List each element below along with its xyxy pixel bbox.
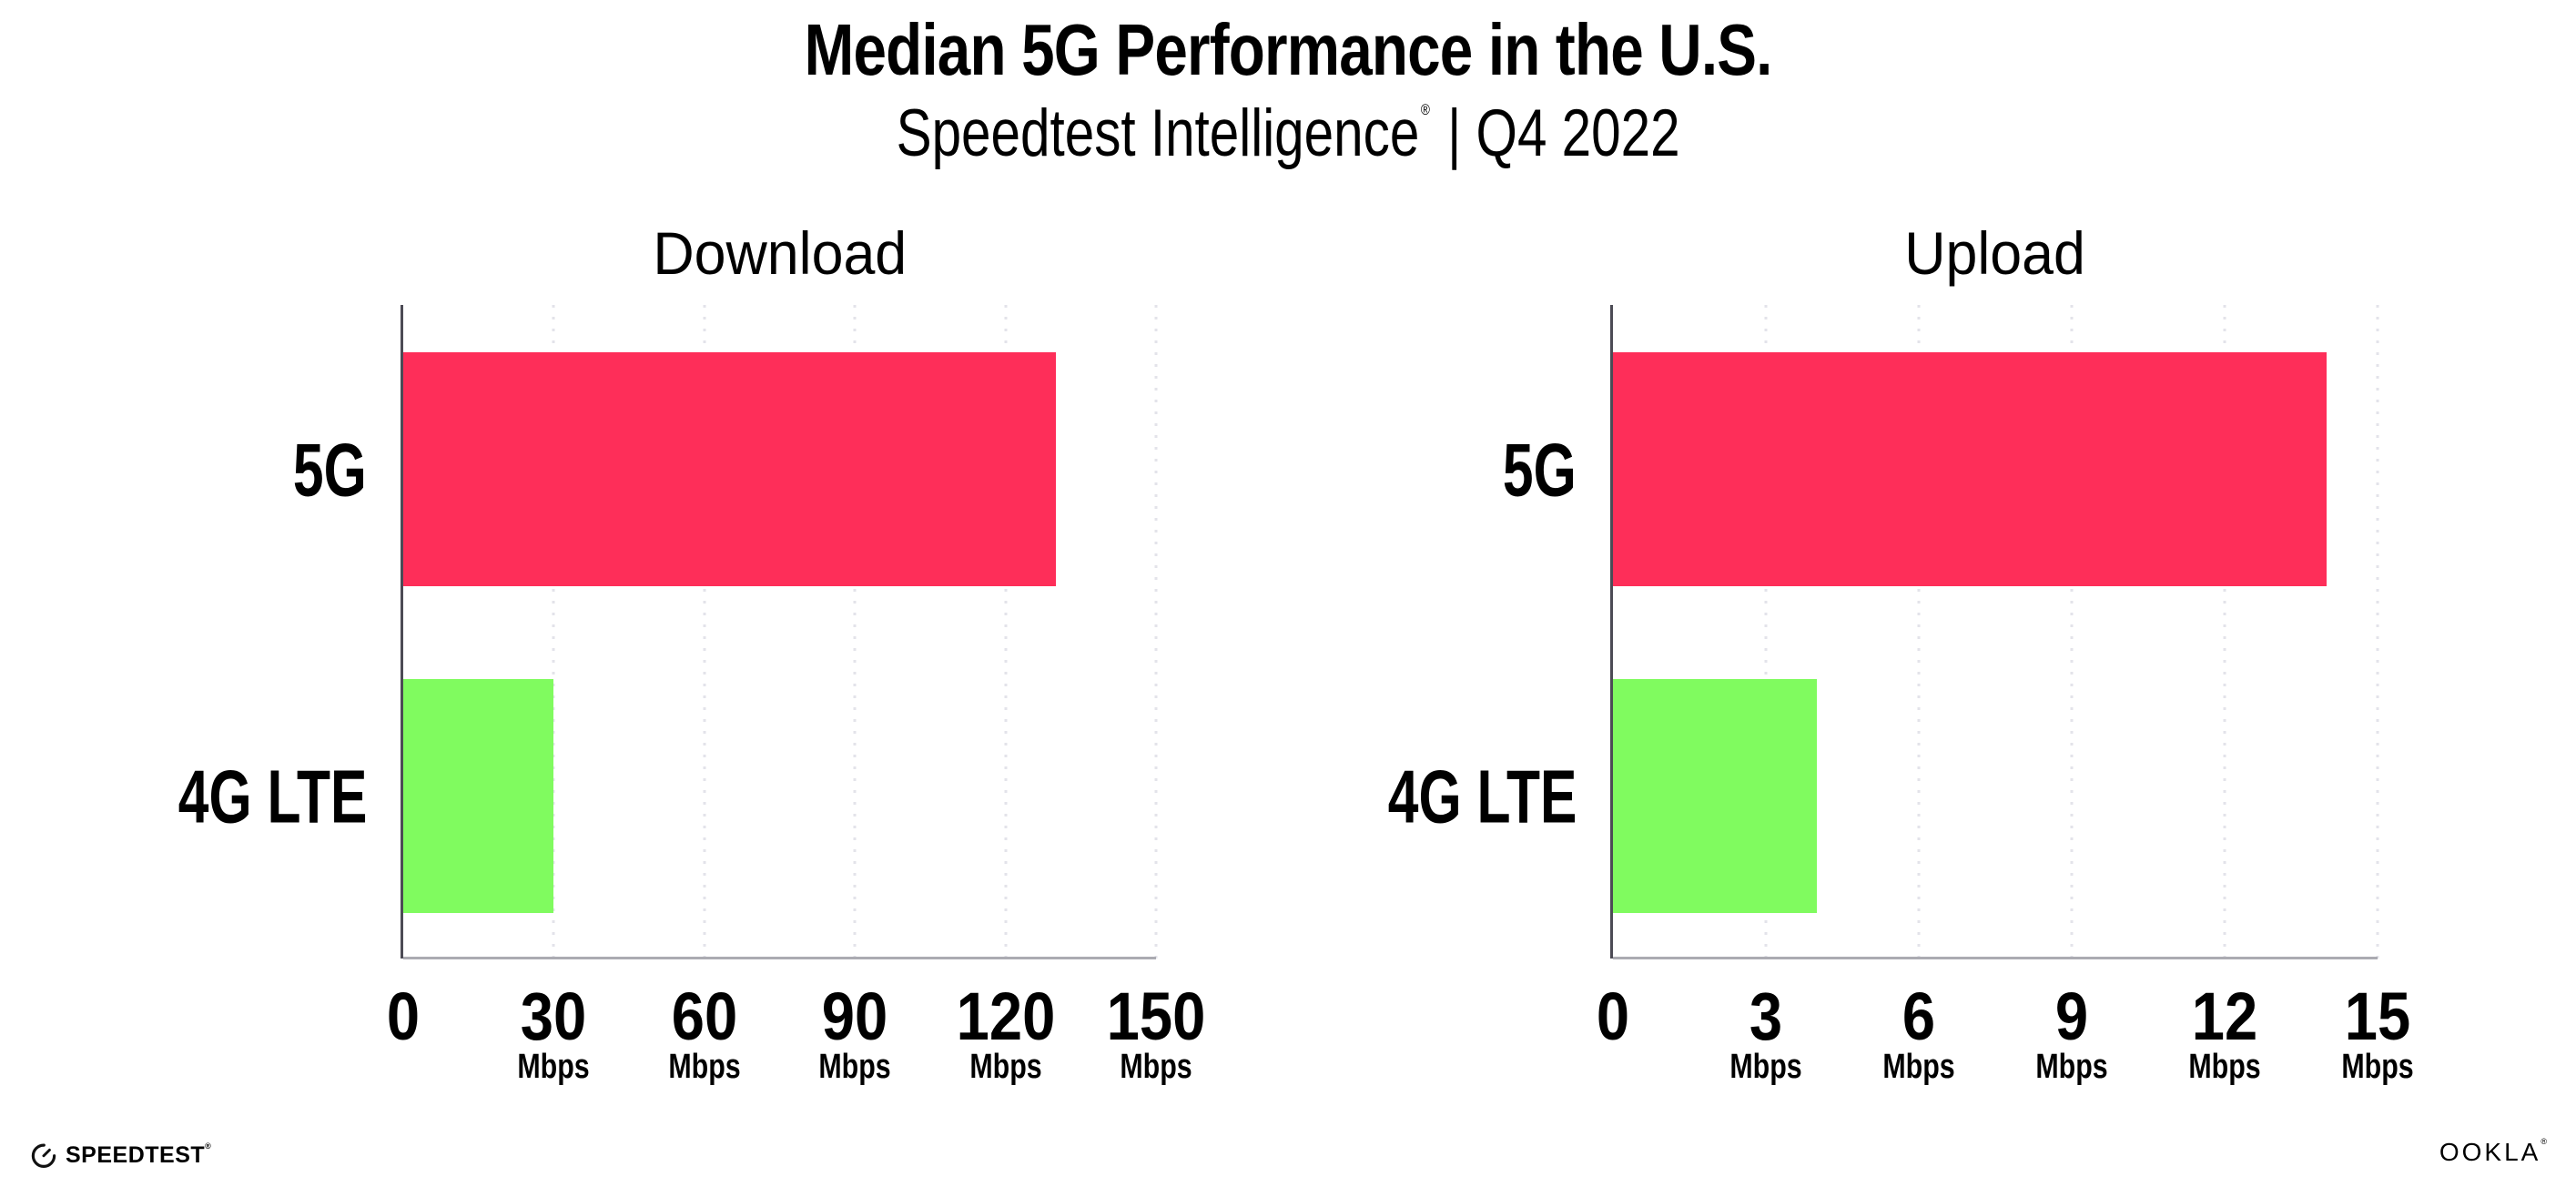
tick-unit-label-60: Mbps	[668, 1048, 741, 1086]
gridline-60	[703, 305, 706, 959]
category-label-4g-lte: 4G LTE	[177, 754, 367, 838]
y-axis-line	[1610, 305, 1613, 959]
tick-label-120: 120	[956, 979, 1055, 1054]
subtitle-brand: Speedtest Intelligence	[896, 96, 1420, 170]
tick-unit-label-12: Mbps	[2188, 1048, 2261, 1086]
upload-chart-title: Upload	[1904, 219, 2086, 287]
gridline-6	[1917, 305, 1921, 959]
speedtest-logo: SPEEDTEST®	[30, 1141, 211, 1169]
tick-unit-label-120: Mbps	[969, 1048, 1042, 1086]
bar-5g-download	[403, 352, 1056, 586]
tick-label-15: 15	[2344, 979, 2411, 1054]
tick-unit-label-150: Mbps	[1120, 1048, 1192, 1086]
tick-label-9: 9	[2054, 979, 2089, 1054]
download-chart-title: Download	[653, 219, 907, 287]
bar-5g-upload	[1613, 352, 2327, 586]
speedtest-wordmark: SPEEDTEST®	[66, 1141, 212, 1168]
gridline-9	[2070, 305, 2074, 959]
gridline-90	[853, 305, 857, 959]
category-label-4g-lte: 4G LTE	[1387, 754, 1577, 838]
tick-unit-label-90: Mbps	[818, 1048, 891, 1086]
tick-label-30: 30	[521, 979, 587, 1054]
speedtest-registered-mark: ®	[205, 1141, 212, 1151]
page-title: Median 5G Performance in the U.S.	[0, 14, 2576, 86]
y-axis-line	[401, 305, 403, 959]
gridline-150	[1154, 305, 1158, 959]
page-subtitle-text: Speedtest Intelligence® | Q4 2022	[897, 100, 1680, 167]
ookla-logo: OOKLA®	[2439, 1137, 2547, 1166]
category-label-5g: 5G	[293, 427, 367, 512]
gridline-30	[552, 305, 555, 959]
tick-unit-label-3: Mbps	[1729, 1048, 1802, 1086]
download-plot: 5G 4G LTE 0 30 Mbps 60 Mbps 90 Mbps 120 Mbps 150 Mbp…	[177, 305, 1205, 1084]
ookla-registered-mark: ®	[2541, 1137, 2547, 1146]
tick-label-90: 90	[821, 979, 888, 1054]
gridline-120	[1004, 305, 1008, 959]
tick-label-3: 3	[1749, 979, 1783, 1054]
page-title-text: Median 5G Performance in the U.S.	[804, 9, 1773, 90]
x-axis-line	[1613, 957, 2378, 959]
gridline-15	[2376, 305, 2379, 959]
tick-label-150: 150	[1106, 979, 1206, 1054]
gridline-12	[2223, 305, 2226, 959]
tick-unit-label-9: Mbps	[2035, 1048, 2108, 1086]
tick-label-60: 60	[671, 979, 738, 1054]
ookla-wordmark: OOKLA	[2439, 1138, 2541, 1166]
gauge-icon	[31, 1143, 56, 1168]
tick-label-6: 6	[1902, 979, 1936, 1054]
gridline-3	[1764, 305, 1768, 959]
tick-unit-label-30: Mbps	[517, 1048, 591, 1086]
x-axis-line	[403, 957, 1156, 959]
registered-mark: ®	[1420, 101, 1430, 118]
tick-label-0: 0	[1596, 979, 1630, 1054]
bar-4g-lte-download	[403, 679, 554, 913]
page-subtitle: Speedtest Intelligence® | Q4 2022	[0, 100, 2576, 167]
upload-plot: 5G 4G LTE 0 3 Mbps 6 Mbps 9 Mbps 12 Mbps 15 Mbps	[1387, 305, 2414, 1084]
subtitle-period: | Q4 2022	[1447, 96, 1680, 170]
bar-4g-lte-upload	[1613, 679, 1817, 913]
tick-unit-label-15: Mbps	[2341, 1048, 2414, 1086]
category-label-5g: 5G	[1503, 427, 1577, 512]
tick-label-0: 0	[386, 979, 421, 1054]
tick-unit-label-6: Mbps	[1882, 1048, 1955, 1086]
tick-label-12: 12	[2191, 979, 2258, 1054]
